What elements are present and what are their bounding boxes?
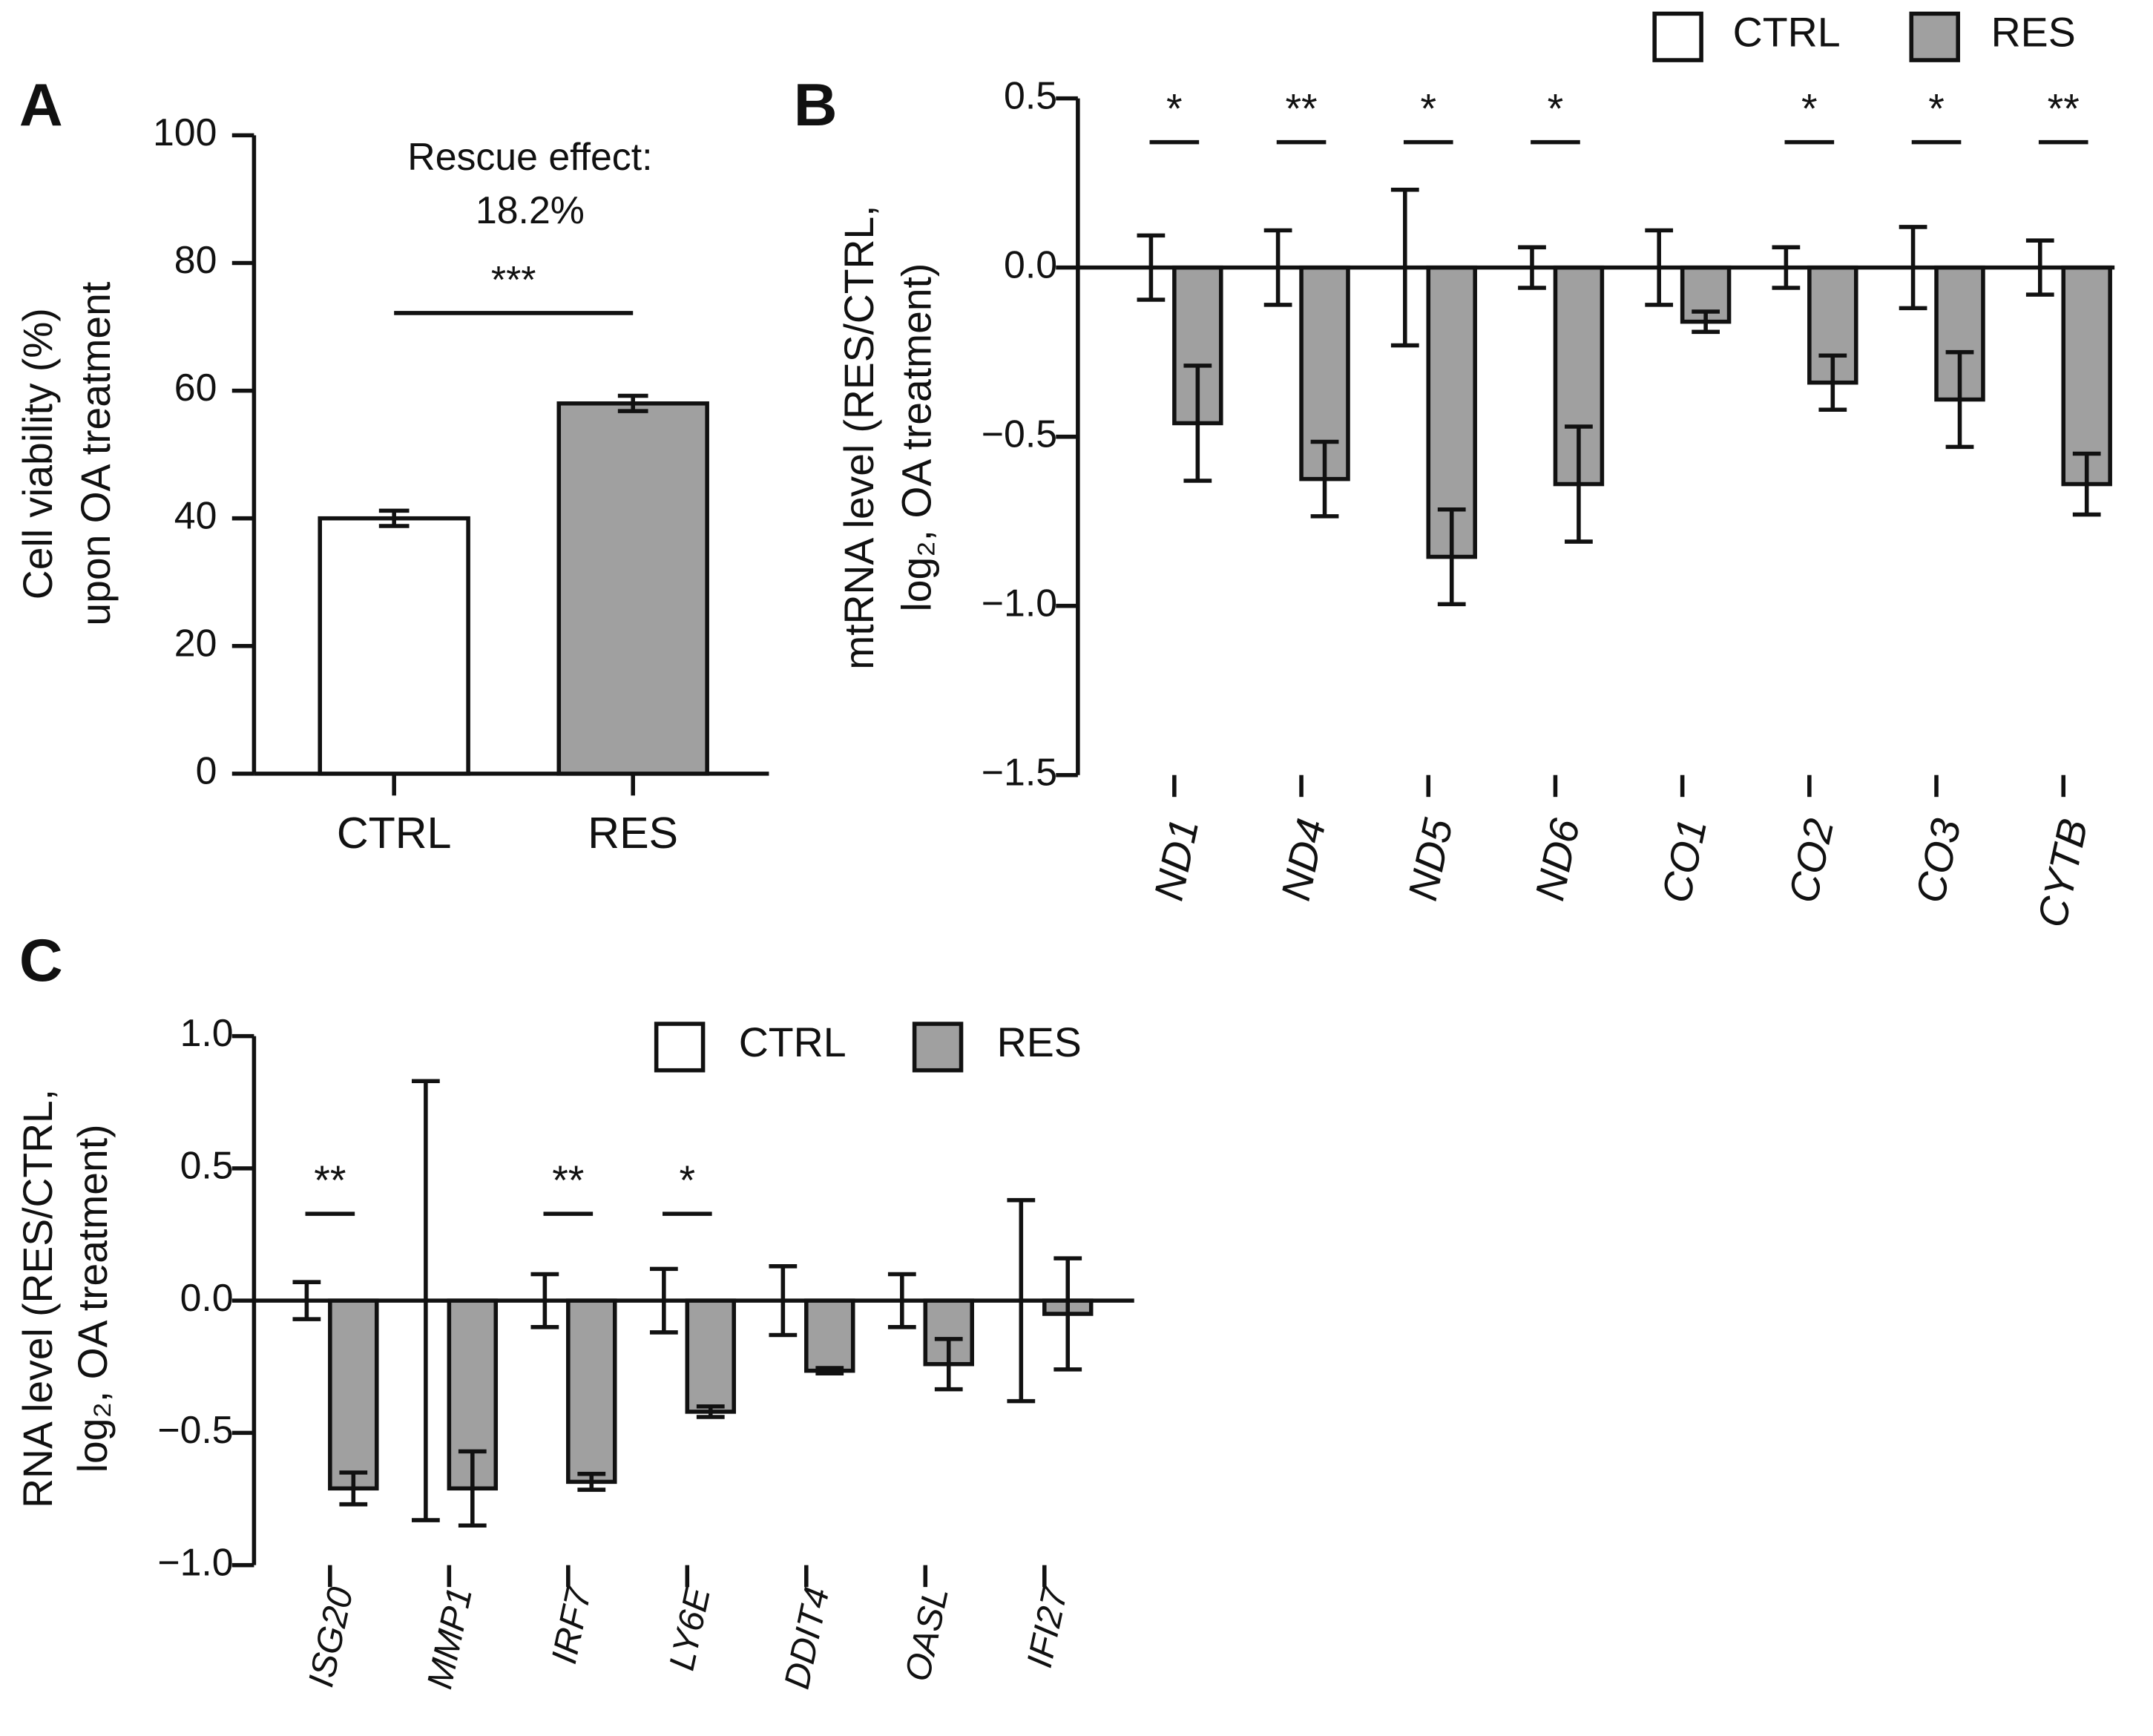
- y-tick-label: −0.5: [157, 1408, 233, 1451]
- panel-letter: A: [19, 71, 63, 139]
- bar: [328, 1298, 379, 1491]
- y-tick-label: 80: [174, 238, 217, 281]
- panel-letter: B: [794, 71, 838, 139]
- significance-label: *: [1166, 86, 1183, 132]
- significance-label: **: [2048, 86, 2080, 132]
- y-tick-label: 20: [174, 622, 217, 665]
- x-tick-label: CYTB: [2028, 815, 2097, 931]
- x-tick-label: CO3: [1907, 815, 1970, 907]
- legend-label: CTRL: [1733, 10, 1841, 56]
- y-tick-label: 0.5: [1004, 73, 1057, 116]
- y-tick-label: 0.0: [1004, 243, 1057, 286]
- bar: [556, 401, 709, 776]
- y-axis-label: log₂, OA treatment): [894, 263, 940, 612]
- y-tick-label: 1.0: [180, 1011, 234, 1054]
- x-tick-label: IRF7: [545, 1582, 599, 1668]
- y-axis-label: Cell viability (%): [15, 308, 61, 599]
- annotation: Rescue effect:: [407, 135, 652, 178]
- significance-label: *: [1801, 86, 1818, 132]
- legend-swatch: [654, 1022, 706, 1073]
- significance-label: **: [314, 1157, 346, 1203]
- y-tick-label: −1.5: [982, 750, 1057, 793]
- legend-swatch: [1652, 11, 1703, 62]
- y-tick-label: 0: [196, 749, 217, 792]
- bar: [2061, 265, 2112, 487]
- significance-label: *: [1548, 86, 1564, 132]
- y-axis-label: mtRNA level (RES/CTRL,: [836, 205, 882, 669]
- y-tick-label: 60: [174, 366, 217, 409]
- significance-label: *: [1928, 86, 1945, 132]
- significance-label: **: [552, 1157, 584, 1203]
- bar: [318, 516, 470, 776]
- bar: [804, 1298, 855, 1373]
- significance-label: *: [1420, 86, 1436, 132]
- x-tick-label: ND5: [1399, 815, 1462, 904]
- x-tick-label: OASL: [898, 1584, 956, 1685]
- y-axis-label: upon OA treatment: [73, 282, 119, 626]
- y-tick-label: −1.0: [982, 581, 1057, 624]
- y-tick-label: 0.0: [180, 1276, 234, 1319]
- y-tick-label: 0.5: [180, 1144, 234, 1187]
- x-tick-label: CO1: [1653, 815, 1716, 907]
- bar: [566, 1298, 617, 1485]
- legend-label: RES: [997, 1019, 1082, 1065]
- y-axis-label: log₂, OA treatment): [70, 1124, 116, 1473]
- x-tick-label: ND4: [1272, 815, 1335, 904]
- y-tick-label: 100: [153, 111, 217, 154]
- x-tick-label: LY6E: [663, 1583, 719, 1674]
- x-tick-label: CTRL: [337, 809, 452, 858]
- legend-label: CTRL: [739, 1019, 847, 1065]
- annotation: 18.2%: [476, 188, 585, 231]
- significance-label: *: [680, 1157, 696, 1203]
- y-tick-label: −1.0: [157, 1540, 233, 1583]
- x-tick-label: DDIT4: [778, 1584, 838, 1692]
- x-tick-label: ND1: [1145, 815, 1208, 904]
- legend-swatch: [912, 1022, 964, 1073]
- x-tick-label: ND6: [1526, 815, 1588, 904]
- y-tick-label: −0.5: [982, 412, 1057, 455]
- x-tick-label: ISG20: [301, 1584, 361, 1691]
- significance-label: ***: [491, 258, 536, 301]
- significance-label: **: [1285, 86, 1317, 132]
- x-tick-label: CO2: [1780, 815, 1843, 907]
- legend-label: RES: [1991, 10, 2076, 56]
- y-axis-label: RNA level (RES/CTRL,: [15, 1089, 61, 1508]
- x-tick-label: RES: [588, 809, 678, 858]
- panel-letter: C: [19, 927, 63, 994]
- y-tick-label: 40: [174, 493, 217, 536]
- x-tick-label: IFI27: [1020, 1582, 1076, 1671]
- legend-swatch: [1909, 11, 1960, 62]
- bar: [685, 1298, 737, 1414]
- x-tick-label: MMP1: [420, 1584, 480, 1692]
